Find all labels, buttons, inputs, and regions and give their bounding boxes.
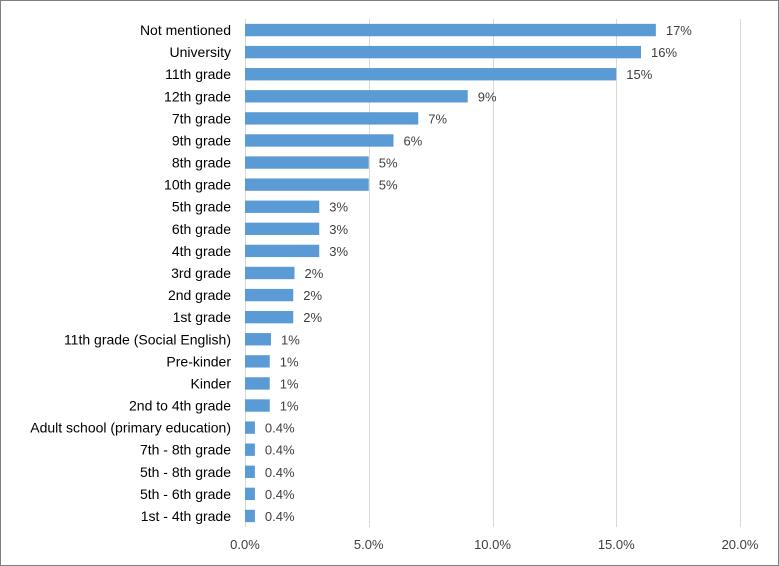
bar — [245, 134, 394, 147]
category-label: 2nd grade — [168, 287, 231, 303]
category-label: 2nd to 4th grade — [129, 398, 231, 414]
bar — [245, 288, 294, 302]
x-tick-label: 15.0% — [598, 537, 635, 552]
bar — [245, 244, 320, 258]
category-label: Kinder — [191, 375, 232, 391]
category-label: 3rd grade — [171, 265, 231, 281]
bar — [245, 399, 270, 412]
bar — [245, 310, 294, 324]
x-tick-label: 5.0% — [354, 537, 384, 552]
data-label: 1% — [280, 399, 299, 414]
data-label: 0.4% — [265, 443, 295, 458]
category-label: 7th - 8th grade — [140, 442, 231, 458]
x-tick-label: 20.0% — [722, 537, 759, 552]
category-label: 12th grade — [164, 88, 231, 104]
data-label: 15% — [626, 67, 652, 82]
bar — [245, 355, 270, 368]
category-label: 7th grade — [172, 110, 231, 126]
bar — [245, 45, 641, 59]
data-label: 2% — [305, 266, 324, 281]
category-label: 11th grade — [165, 66, 231, 82]
bar — [245, 23, 656, 37]
data-label: 3% — [329, 200, 348, 215]
category-label: 1st - 4th grade — [141, 508, 231, 524]
bar — [245, 90, 468, 103]
data-label: 5% — [379, 178, 398, 193]
bar — [245, 266, 295, 280]
category-label: University — [170, 44, 231, 60]
data-label: 0.4% — [265, 487, 295, 502]
category-label: 5th grade — [172, 199, 231, 215]
data-label: 6% — [404, 133, 423, 148]
data-label: 0.4% — [265, 509, 295, 524]
data-label: 2% — [303, 288, 322, 303]
data-label: 0.4% — [265, 421, 295, 436]
category-label: 5th - 6th grade — [140, 486, 231, 502]
bar — [245, 421, 255, 434]
bar — [245, 68, 617, 81]
bar — [245, 465, 255, 478]
x-tick-label: 0.0% — [230, 537, 260, 552]
category-label: Pre-kinder — [166, 353, 231, 369]
data-label: 16% — [651, 45, 677, 60]
category-label: Adult school (primary education) — [30, 420, 231, 436]
category-label: 6th grade — [172, 221, 231, 237]
data-label: 1% — [280, 376, 299, 391]
category-label: 4th grade — [172, 243, 231, 259]
category-label: 8th grade — [172, 155, 231, 171]
data-label: 0.4% — [265, 465, 295, 480]
bar — [245, 178, 369, 191]
bar — [245, 200, 320, 213]
data-label: 3% — [329, 222, 348, 237]
data-label: 3% — [329, 244, 348, 259]
data-label: 2% — [303, 310, 322, 325]
data-label: 7% — [428, 111, 447, 126]
bar — [245, 487, 255, 501]
category-label: 10th grade — [164, 177, 231, 193]
data-label: 1% — [281, 332, 300, 347]
category-label: 9th grade — [172, 132, 231, 148]
bar — [245, 509, 255, 523]
category-label: Not mentioned — [140, 22, 231, 38]
data-label: 17% — [666, 23, 692, 38]
data-label: 5% — [379, 156, 398, 171]
category-label: 11th grade (Social English) — [64, 331, 231, 347]
bar — [245, 112, 419, 125]
data-label: 1% — [280, 354, 299, 369]
category-label: 5th - 8th grade — [140, 464, 231, 480]
x-tick-label: 10.0% — [474, 537, 511, 552]
bar — [245, 377, 270, 390]
bar — [245, 156, 369, 169]
bar — [245, 333, 271, 346]
bar — [245, 222, 320, 236]
bar — [245, 443, 255, 456]
data-label: 9% — [478, 89, 497, 104]
category-label: 1st grade — [173, 309, 232, 325]
